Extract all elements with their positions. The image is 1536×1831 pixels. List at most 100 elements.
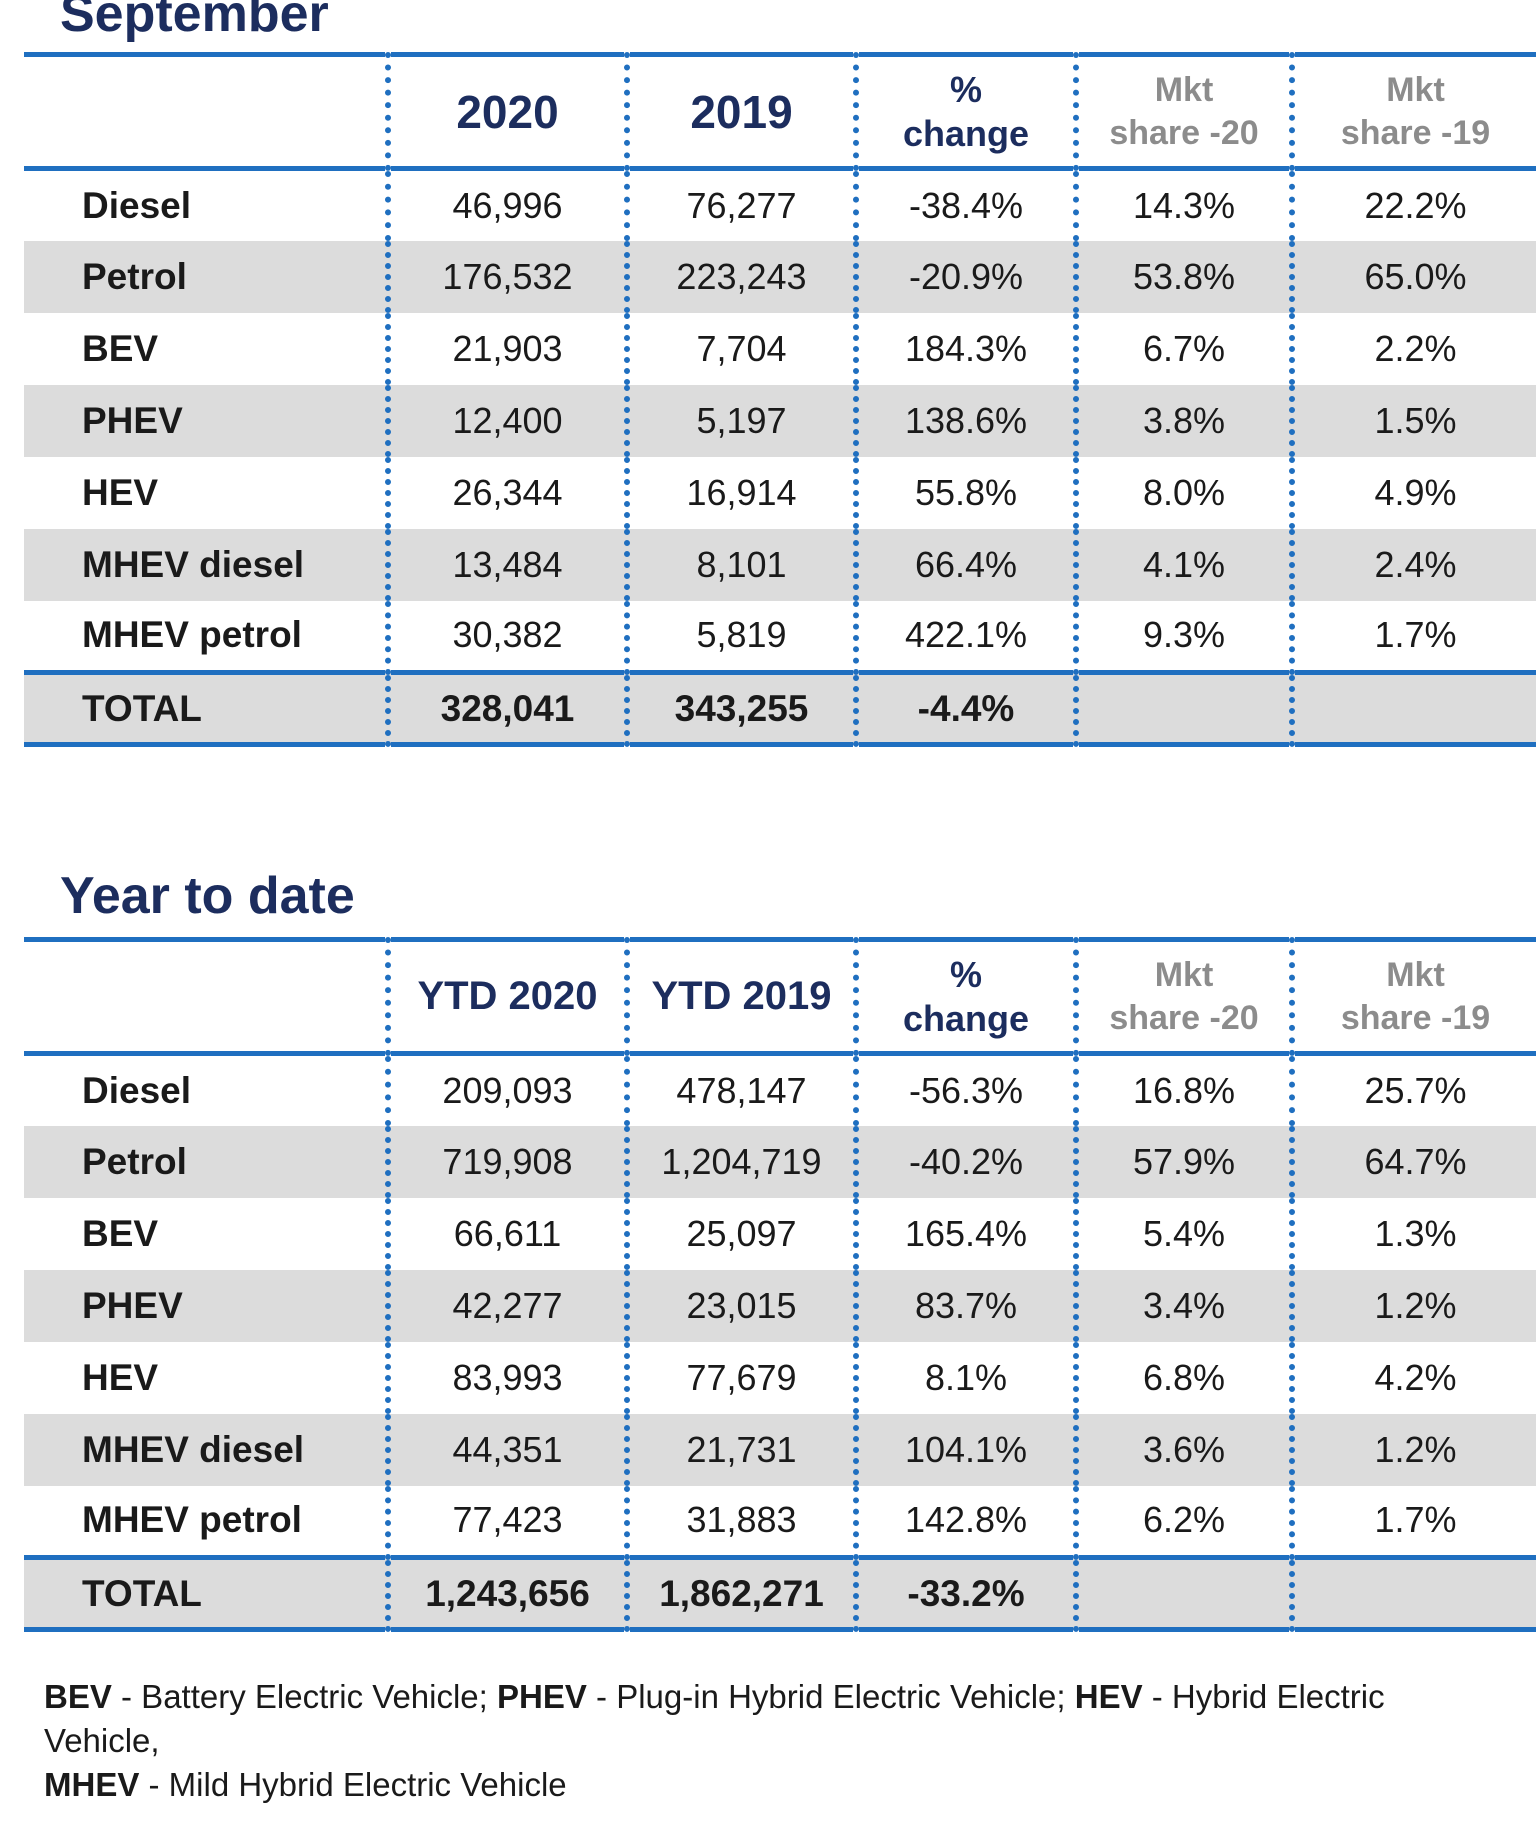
header-percent-change: % change	[853, 937, 1076, 1056]
cell-mkt-share-19: 1.7%	[1289, 1485, 1536, 1558]
cell-percent-change: 104.1%	[853, 1413, 1076, 1486]
cell-mkt-share-20: 3.4%	[1073, 1269, 1292, 1342]
total-row: TOTAL 328,041 343,255 -4.4%	[24, 672, 1536, 745]
cell-2019: 1,204,719	[624, 1125, 856, 1198]
table-row: BEV 21,903 7,704 184.3% 6.7% 2.2%	[24, 312, 1536, 385]
table-row: HEV 83,993 77,679 8.1% 6.8% 4.2%	[24, 1341, 1536, 1414]
september-table: 2020 2019 % change Mkt share -20 Mkt sha…	[24, 52, 1536, 747]
header-blank	[24, 937, 388, 1056]
header-line: Mkt	[1386, 956, 1445, 994]
footnote-mhev-abbr: MHEV	[44, 1766, 140, 1803]
table-header-row: 2020 2019 % change Mkt share -20 Mkt sha…	[24, 52, 1536, 171]
header-line: share -19	[1340, 998, 1491, 1037]
footnote-mhev-text: - Mild Hybrid Electric Vehicle	[139, 1766, 567, 1803]
cell-percent-change: -38.4%	[853, 168, 1076, 241]
cell-2020: 30,382	[385, 600, 627, 673]
table-row: MHEV diesel 13,484 8,101 66.4% 4.1% 2.4%	[24, 528, 1536, 601]
header-ytd-2019: YTD 2019	[624, 937, 856, 1056]
cell-2020: 209,093	[385, 1053, 627, 1126]
cell-percent-change: 165.4%	[853, 1197, 1076, 1270]
year-to-date-table: YTD 2020 YTD 2019 % change Mkt share -20…	[24, 937, 1536, 1632]
header-line: Mkt	[1386, 71, 1445, 109]
row-label: HEV	[82, 471, 159, 513]
header-2020: 2020	[385, 52, 627, 171]
cell-mkt-share-19: 64.7%	[1289, 1125, 1536, 1198]
cell-2019: 77,679	[624, 1341, 856, 1414]
total-2020: 328,041	[385, 672, 627, 745]
cell-mkt-share-20: 3.6%	[1073, 1413, 1292, 1486]
cell-2019: 5,819	[624, 600, 856, 673]
cell-2020: 176,532	[385, 240, 627, 313]
cell-2019: 76,277	[624, 168, 856, 241]
footnote-bev-abbr: BEV	[44, 1678, 112, 1715]
footnote-bev-text: - Battery Electric Vehicle;	[111, 1678, 497, 1715]
row-label: BEV	[82, 327, 159, 369]
total-share-20-empty	[1073, 672, 1292, 745]
cell-2019: 5,197	[624, 384, 856, 457]
cell-mkt-share-19: 65.0%	[1289, 240, 1536, 313]
table-row: BEV 66,611 25,097 165.4% 5.4% 1.3%	[24, 1197, 1536, 1270]
cell-mkt-share-19: 22.2%	[1289, 168, 1536, 241]
header-mkt-share-19: Mkt share -19	[1289, 937, 1536, 1056]
header-mkt-share-20: Mkt share -20	[1073, 937, 1292, 1056]
table-row: MHEV diesel 44,351 21,731 104.1% 3.6% 1.2%	[24, 1413, 1536, 1486]
table-row: Petrol 176,532 223,243 -20.9% 53.8% 65.0%	[24, 240, 1536, 313]
table-row: Petrol 719,908 1,204,719 -40.2% 57.9% 64.7%	[24, 1125, 1536, 1198]
header-2019: 2019	[624, 52, 856, 171]
total-2019: 343,255	[624, 672, 856, 745]
cell-2019: 7,704	[624, 312, 856, 385]
cell-mkt-share-19: 4.2%	[1289, 1341, 1536, 1414]
total-label: TOTAL	[82, 687, 202, 729]
cell-mkt-share-19: 4.9%	[1289, 456, 1536, 529]
cell-2020: 46,996	[385, 168, 627, 241]
cell-2020: 719,908	[385, 1125, 627, 1198]
cell-mkt-share-20: 57.9%	[1073, 1125, 1292, 1198]
cell-mkt-share-20: 53.8%	[1073, 240, 1292, 313]
cell-2019: 21,731	[624, 1413, 856, 1486]
cell-percent-change: 142.8%	[853, 1485, 1076, 1558]
table-row: MHEV petrol 77,423 31,883 142.8% 6.2% 1.7%	[24, 1485, 1536, 1558]
total-ytd-2020: 1,243,656	[385, 1557, 627, 1630]
cell-2020: 42,277	[385, 1269, 627, 1342]
cell-mkt-share-19: 1.7%	[1289, 600, 1536, 673]
cell-2019: 478,147	[624, 1053, 856, 1126]
table-header-row: YTD 2020 YTD 2019 % change Mkt share -20…	[24, 937, 1536, 1056]
total-label: TOTAL	[82, 1572, 202, 1614]
footnote-hev-abbr: HEV	[1074, 1678, 1143, 1715]
cell-mkt-share-20: 8.0%	[1073, 456, 1292, 529]
section-title-september: September	[60, 0, 329, 43]
total-percent-change: -4.4%	[853, 672, 1076, 745]
total-share-20-empty	[1073, 1557, 1292, 1630]
header-line: share -20	[1109, 998, 1259, 1037]
cell-2020: 26,344	[385, 456, 627, 529]
row-label: PHEV	[82, 399, 183, 441]
header-line: %	[949, 69, 982, 111]
header-mkt-share-19: Mkt share -19	[1289, 52, 1536, 171]
cell-mkt-share-20: 6.2%	[1073, 1485, 1292, 1558]
cell-2020: 12,400	[385, 384, 627, 457]
cell-mkt-share-19: 25.7%	[1289, 1053, 1536, 1126]
header-line: share -19	[1340, 113, 1491, 152]
cell-mkt-share-20: 5.4%	[1073, 1197, 1292, 1270]
section-title-year-to-date: Year to date	[60, 867, 355, 925]
cell-mkt-share-20: 4.1%	[1073, 528, 1292, 601]
total-share-19-empty	[1289, 672, 1536, 745]
cell-mkt-share-19: 1.2%	[1289, 1269, 1536, 1342]
row-label: MHEV diesel	[82, 543, 305, 585]
header-blank	[24, 52, 388, 171]
cell-mkt-share-20: 6.8%	[1073, 1341, 1292, 1414]
cell-2020: 21,903	[385, 312, 627, 385]
cell-2019: 31,883	[624, 1485, 856, 1558]
row-label: Petrol	[82, 1140, 187, 1182]
cell-mkt-share-20: 9.3%	[1073, 600, 1292, 673]
cell-mkt-share-20: 14.3%	[1073, 168, 1292, 241]
table-row: MHEV petrol 30,382 5,819 422.1% 9.3% 1.7%	[24, 600, 1536, 673]
row-label: Petrol	[82, 255, 187, 297]
cell-mkt-share-20: 6.7%	[1073, 312, 1292, 385]
row-label: MHEV diesel	[82, 1428, 305, 1470]
header-line: Mkt	[1154, 956, 1214, 994]
cell-percent-change: 138.6%	[853, 384, 1076, 457]
cell-mkt-share-20: 16.8%	[1073, 1053, 1292, 1126]
cell-mkt-share-19: 1.5%	[1289, 384, 1536, 457]
cell-mkt-share-19: 1.2%	[1289, 1413, 1536, 1486]
